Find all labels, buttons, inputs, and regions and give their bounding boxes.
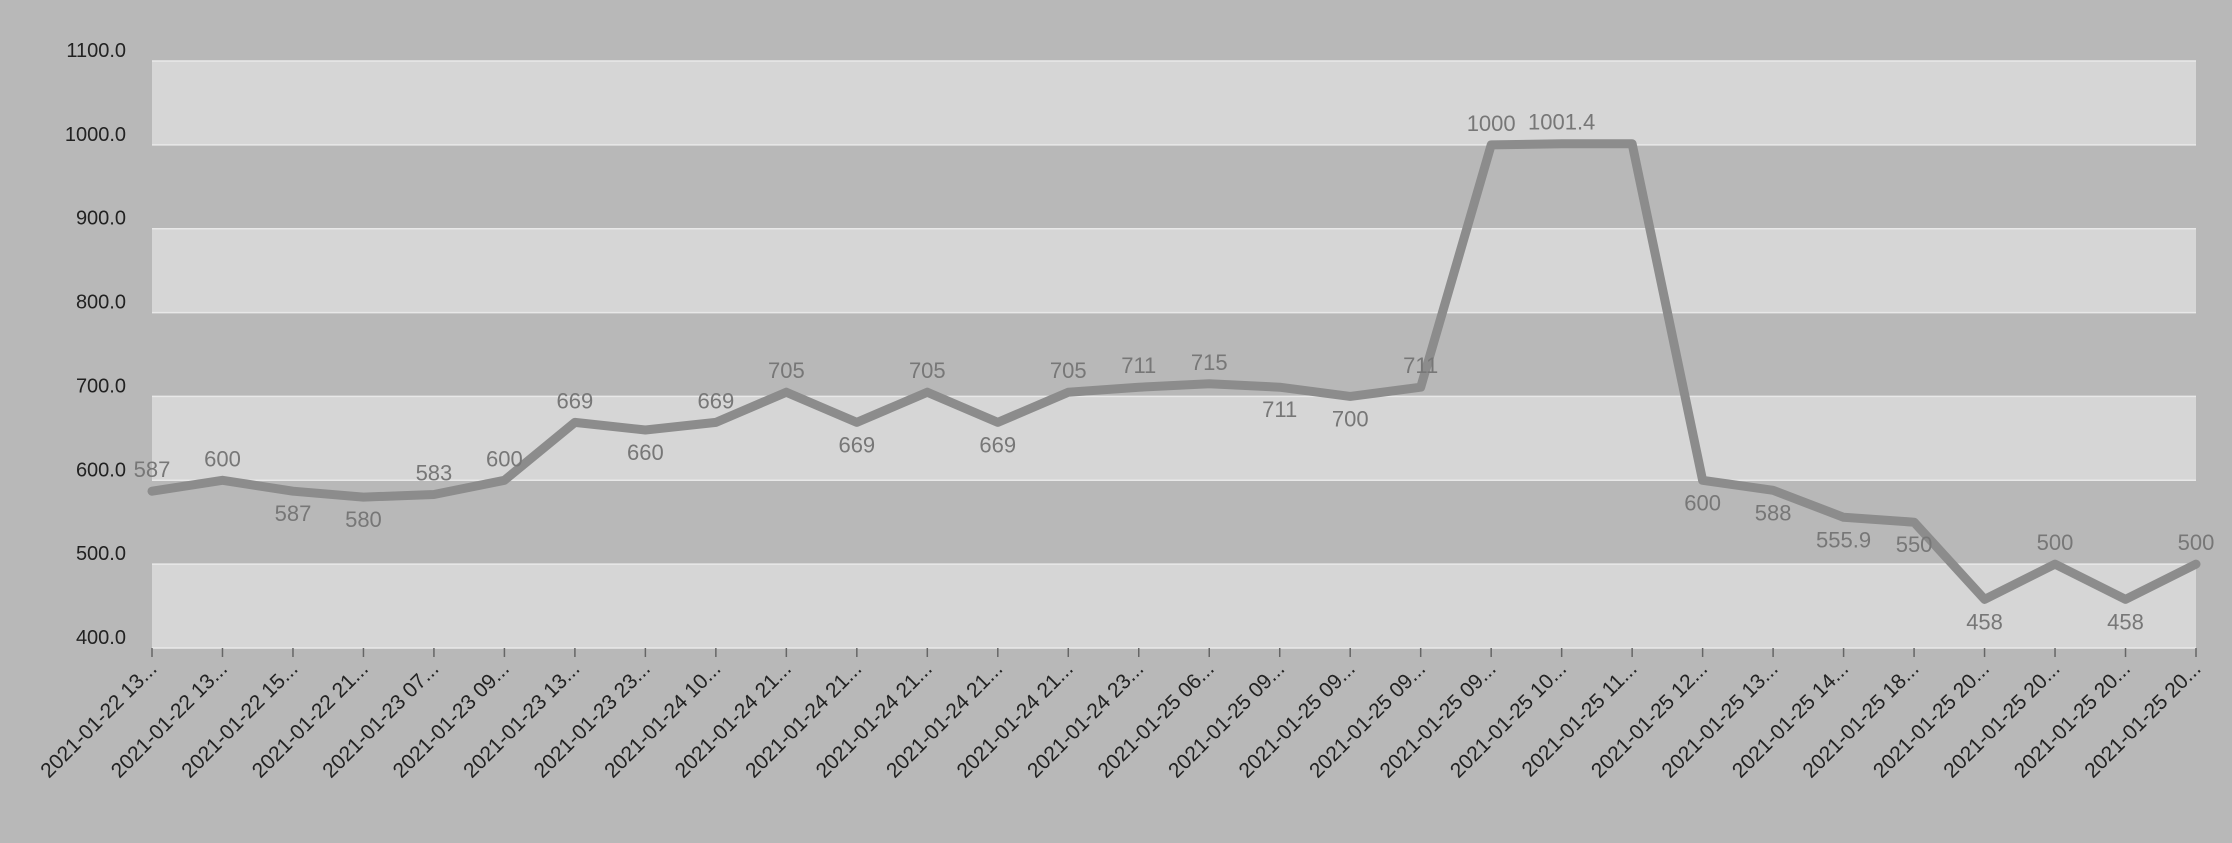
grid-lines — [152, 60, 2196, 649]
data-label: 705 — [909, 358, 946, 383]
data-label: 711 — [1262, 397, 1297, 422]
data-label: 1001.4 — [1528, 110, 1595, 135]
y-tick-label: 900.0 — [76, 208, 126, 230]
data-label: 600 — [204, 446, 241, 471]
data-label: 580 — [345, 507, 382, 532]
data-label: 705 — [768, 358, 805, 383]
grid-band — [152, 144, 2196, 229]
y-tick-label: 1100.0 — [66, 40, 126, 62]
grid-bands — [152, 61, 2196, 648]
data-label: 669 — [698, 388, 735, 413]
x-axis: 2021-01-22 13...2021-01-22 13...2021-01-… — [36, 648, 2206, 783]
grid-band — [152, 228, 2196, 313]
data-label: 458 — [1966, 609, 2003, 634]
data-labels: 587 600 587 580 583 600 669 660 669 705 669 705 669 7… — [134, 110, 2215, 635]
data-label: 600 — [486, 446, 523, 471]
y-tick-label: 700.0 — [76, 375, 126, 397]
data-label: 705 — [1050, 358, 1087, 383]
data-label: 660 — [627, 440, 664, 465]
data-label: 500 — [2178, 530, 2215, 555]
data-label: 669 — [838, 432, 875, 457]
grid-band — [152, 396, 2196, 481]
data-label: 711 — [1403, 353, 1438, 378]
series-line — [147, 139, 2201, 604]
data-label: 550 — [1896, 532, 1933, 557]
data-label: 587 — [134, 457, 171, 482]
grid-band — [152, 61, 2196, 145]
data-label: 669 — [557, 388, 594, 413]
y-tick-label: 800.0 — [76, 292, 126, 314]
data-label: 587 — [275, 501, 312, 526]
y-tick-label: 600.0 — [76, 459, 126, 481]
data-label: 555.9 — [1816, 527, 1871, 552]
data-label: 583 — [416, 461, 453, 486]
data-label: 669 — [979, 432, 1016, 457]
data-label: 500 — [2037, 530, 2074, 555]
data-label: 1000 — [1467, 111, 1516, 136]
y-tick-label: 400.0 — [76, 627, 126, 649]
y-axis: 400.0 500.0 600.0 700.0 800.0 900.0 1000.0 1100… — [65, 40, 126, 649]
data-label: 715 — [1191, 350, 1228, 375]
data-label: 700 — [1332, 406, 1369, 431]
data-label: 458 — [2107, 609, 2144, 634]
series-line-group — [147, 139, 2201, 604]
y-tick-label: 500.0 — [76, 543, 126, 565]
data-label: 600 — [1684, 490, 1721, 515]
y-tick-label: 1000.0 — [65, 124, 126, 146]
x-tick-label: 2021-01-22 13... — [36, 657, 161, 782]
data-label: 711 — [1121, 353, 1156, 378]
grid-band — [152, 564, 2196, 648]
data-label: 588 — [1755, 500, 1792, 525]
